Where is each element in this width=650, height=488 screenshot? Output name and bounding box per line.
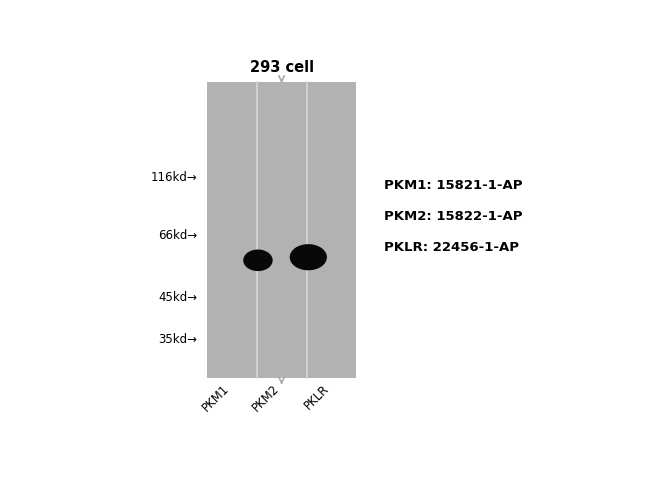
Ellipse shape — [290, 244, 327, 270]
Text: PKM1: PKM1 — [200, 382, 232, 414]
Text: 116kd→: 116kd→ — [151, 171, 198, 184]
Text: 293 cell: 293 cell — [250, 61, 314, 76]
Ellipse shape — [243, 249, 273, 271]
Text: PKM2: 15822-1-AP: PKM2: 15822-1-AP — [384, 210, 522, 223]
Bar — [207, 81, 356, 378]
Text: PKM1: 15821-1-AP: PKM1: 15821-1-AP — [384, 179, 522, 192]
Text: PKLR: PKLR — [302, 382, 332, 412]
Text: 35kd→: 35kd→ — [159, 333, 198, 346]
Text: PKM2: PKM2 — [250, 382, 281, 414]
Text: PKLR: 22456-1-AP: PKLR: 22456-1-AP — [384, 241, 519, 254]
Text: 45kd→: 45kd→ — [159, 291, 198, 304]
Text: 66kd→: 66kd→ — [158, 229, 198, 242]
